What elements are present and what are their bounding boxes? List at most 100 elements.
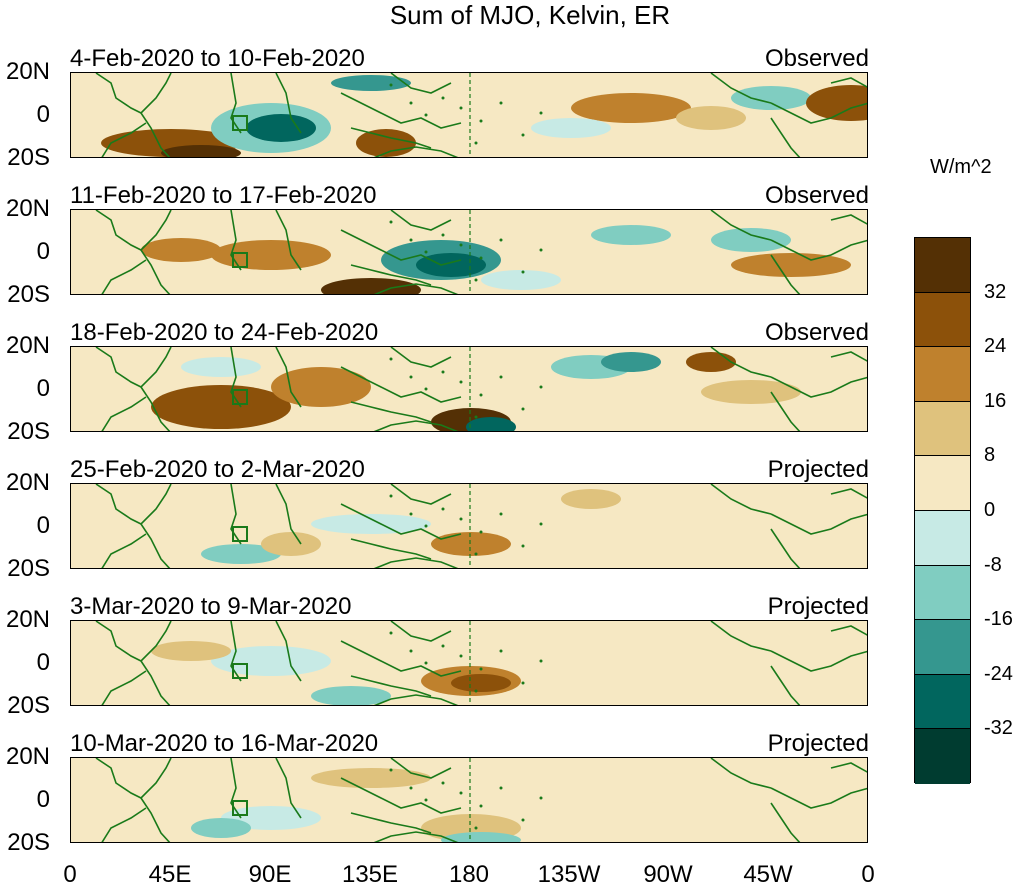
coastline [340, 777, 462, 814]
coastline [373, 831, 459, 842]
anomaly-region [251, 75, 491, 111]
anomaly-region [531, 118, 611, 138]
island [389, 220, 393, 224]
anomaly-region [441, 832, 521, 842]
colorbar-swatch [915, 401, 970, 457]
island [441, 644, 445, 648]
coastline [830, 77, 867, 88]
island [441, 96, 445, 100]
coastline [230, 484, 242, 545]
lat-label: 20S [7, 829, 50, 856]
coastline [710, 758, 772, 789]
colorbar-tick-label: -8 [984, 553, 1002, 576]
colorbar-swatch [915, 238, 970, 293]
island [474, 826, 478, 830]
island [521, 270, 525, 274]
lat-label: 20S [7, 692, 50, 719]
island [409, 512, 413, 516]
island [479, 119, 483, 123]
coastline [140, 797, 171, 842]
coastline [710, 73, 772, 104]
coastline [830, 762, 867, 773]
coastline [275, 758, 302, 819]
anomaly-region [311, 768, 431, 788]
coastline [275, 210, 302, 271]
lat-label: 20N [5, 58, 50, 85]
island [521, 407, 525, 411]
lat-label: 20N [5, 606, 50, 633]
coastline [770, 665, 801, 705]
lat-label: 0 [36, 101, 50, 128]
island [459, 380, 463, 384]
panel-date-range: 10-Mar-2020 to 16-Mar-2020 [70, 730, 379, 757]
coastline [95, 621, 172, 662]
anomaly-region [686, 352, 736, 372]
coastline [95, 73, 172, 114]
lon-label: 45E [148, 861, 192, 888]
colorbar-tick-label: 24 [984, 335, 1007, 358]
coastline [770, 513, 867, 535]
colorbar [914, 237, 971, 784]
anomaly-region [321, 278, 421, 294]
island [441, 233, 445, 237]
island [389, 357, 393, 361]
lat-label: 0 [36, 238, 50, 265]
coastline [710, 484, 772, 515]
region-box [232, 389, 248, 405]
coastline [373, 557, 459, 568]
lat-label: 20S [7, 555, 50, 582]
coastline [230, 347, 242, 408]
panel-status: Observed [764, 182, 869, 209]
colorbar-tick-label: -16 [984, 608, 1013, 631]
lon-label: 0 [861, 861, 875, 888]
coastline [140, 523, 171, 568]
island [409, 649, 413, 653]
island [474, 552, 478, 556]
lat-label: 20N [5, 195, 50, 222]
island [521, 133, 525, 137]
region-box [232, 800, 248, 816]
coastline [390, 758, 452, 779]
anomaly-region [676, 106, 746, 130]
coastline [770, 376, 867, 398]
lat-label: 20S [7, 281, 50, 308]
island [479, 530, 483, 534]
coastline [770, 102, 867, 124]
anomaly-region [181, 357, 261, 377]
island [424, 113, 428, 117]
island [424, 798, 428, 802]
anomaly-region [311, 686, 391, 705]
island [474, 278, 478, 282]
anomaly-map [70, 757, 868, 843]
anomaly-region [561, 489, 621, 509]
panel-status: Projected [767, 456, 869, 483]
island [539, 248, 543, 252]
anomaly-region [211, 646, 331, 676]
panel-date-range: 25-Feb-2020 to 2-Mar-2020 [70, 456, 365, 483]
coastline [770, 117, 801, 157]
colorbar-swatch [915, 456, 970, 511]
anomaly-region [431, 532, 511, 556]
island [424, 387, 428, 391]
anomaly-region [731, 86, 811, 110]
island [389, 494, 393, 498]
island [521, 681, 525, 685]
island [479, 667, 483, 671]
coastline [350, 675, 432, 697]
colorbar-swatch [915, 674, 970, 730]
island [474, 141, 478, 145]
lon-label: 135W [537, 861, 601, 888]
panel-status: Projected [767, 730, 869, 757]
anomaly-region [481, 270, 561, 290]
anomaly-region [151, 385, 291, 429]
coastline [230, 73, 242, 134]
region-box [232, 115, 248, 131]
island [459, 791, 463, 795]
colorbar-unit: W/m^2 [930, 156, 992, 178]
anomaly-region [261, 532, 321, 556]
lon-label: 90W [643, 861, 693, 888]
coastline [140, 112, 171, 157]
coastline [340, 366, 462, 403]
island [539, 659, 543, 663]
coastline [101, 396, 147, 431]
